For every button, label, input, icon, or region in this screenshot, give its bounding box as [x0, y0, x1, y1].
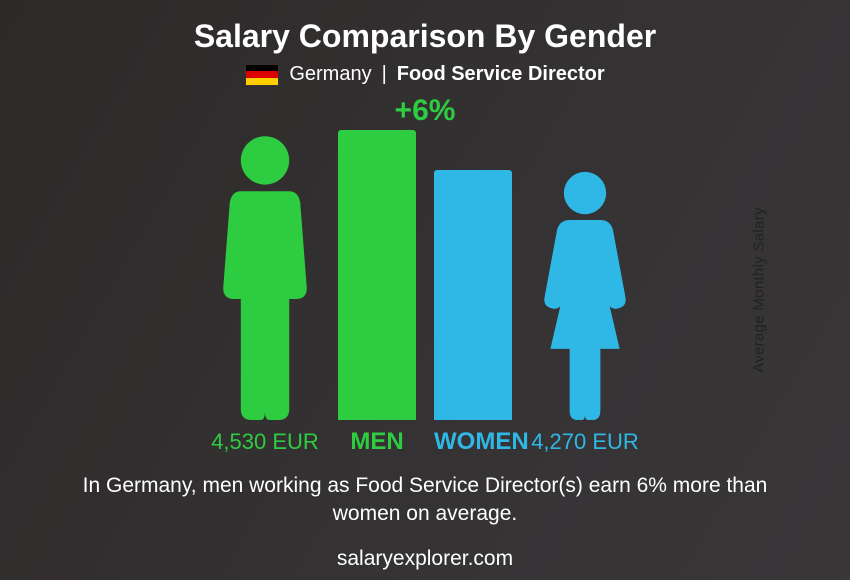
- country-label: Germany: [289, 63, 371, 86]
- labels-row: 4,530 EUR MEN WOMEN 4,270 EUR: [210, 428, 640, 456]
- difference-label: +6%: [395, 94, 456, 128]
- summary-text: In Germany, men working as Food Service …: [65, 472, 785, 529]
- woman-icon-shape: [544, 172, 625, 420]
- men-salary: 4,530 EUR: [210, 429, 320, 455]
- men-label: MEN: [338, 428, 416, 456]
- y-axis-label: Average Monthly Salary: [751, 207, 768, 373]
- bar-men: [338, 130, 416, 420]
- man-icon: [210, 130, 320, 420]
- germany-flag-icon: [245, 64, 279, 86]
- bar-women: [434, 170, 512, 420]
- infographic-container: Salary Comparison By Gender Germany | Fo…: [0, 0, 850, 580]
- role-label: Food Service Director: [397, 63, 605, 86]
- women-label: WOMEN: [434, 428, 512, 456]
- flag-stripe-black: [246, 65, 278, 72]
- flag-stripe-gold: [246, 78, 278, 85]
- footer-text: salaryexplorer.com: [337, 547, 513, 571]
- page-title: Salary Comparison By Gender: [194, 18, 656, 55]
- separator: |: [382, 63, 387, 86]
- woman-icon: [530, 170, 640, 420]
- women-salary: 4,270 EUR: [530, 429, 640, 455]
- man-icon-shape: [223, 136, 307, 420]
- subtitle-row: Germany | Food Service Director: [245, 63, 604, 86]
- flag-stripe-red: [246, 71, 278, 78]
- chart-area: [210, 130, 640, 420]
